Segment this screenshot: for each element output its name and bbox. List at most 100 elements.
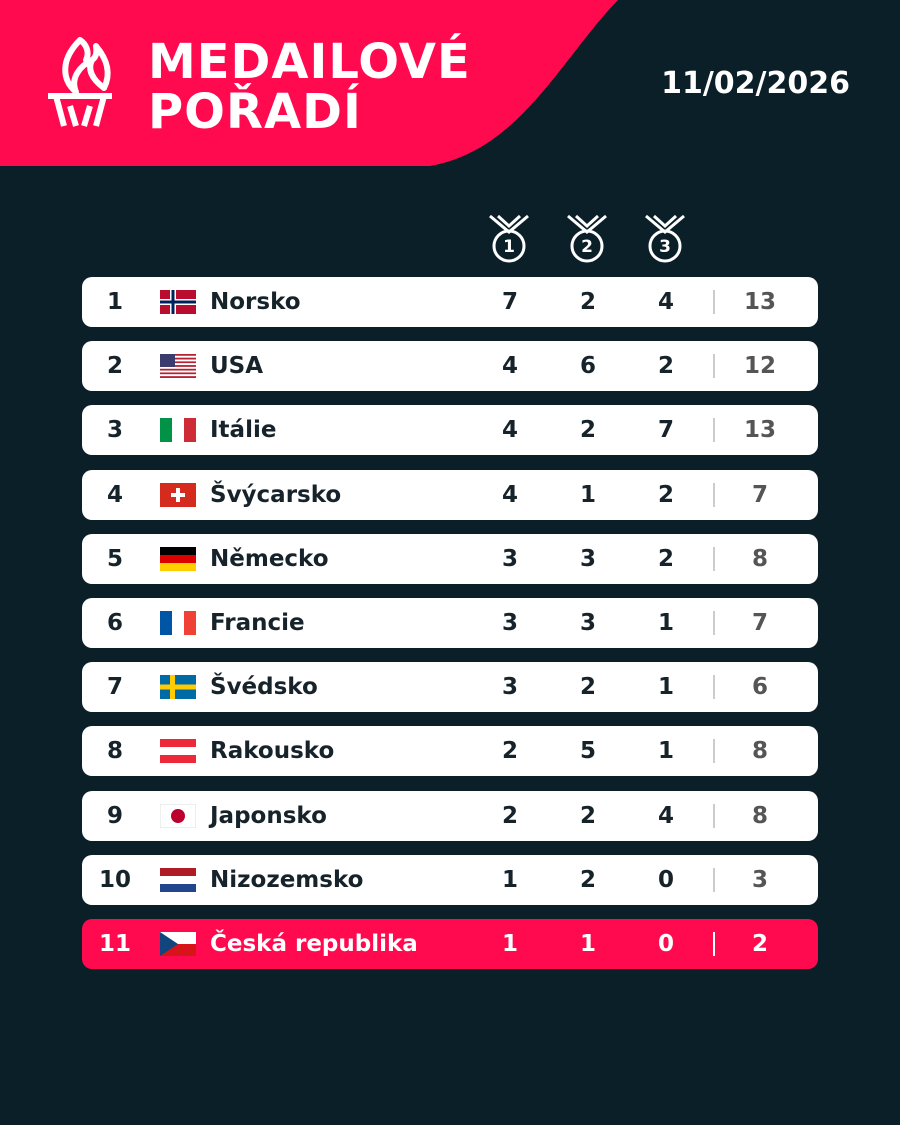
silver: 2 <box>579 866 596 893</box>
divider <box>713 932 715 956</box>
divider <box>713 611 715 635</box>
bronze: 4 <box>657 289 674 315</box>
medal-icons: 1 2 3 <box>489 214 685 263</box>
country: Švédsko <box>210 674 318 701</box>
gold: 4 <box>501 353 518 380</box>
gold: 7 <box>501 289 518 315</box>
total: 8 <box>751 738 768 765</box>
total: 7 <box>751 481 768 508</box>
rank: 8 <box>106 738 123 765</box>
country: Rakousko <box>210 738 335 765</box>
table-row: 11 Česká republika 1 1 0 2 <box>82 919 818 969</box>
country: Česká republika <box>210 931 418 957</box>
table-row: 1 Norsko 7 2 4 13 <box>82 277 818 327</box>
table-row: 3 Itálie 4 2 7 13 <box>82 405 818 456</box>
table-row: 9 Japonsko 2 2 4 8 <box>82 790 818 841</box>
flag <box>160 932 196 956</box>
gold: 1 <box>501 931 518 957</box>
medal-label: 1 <box>503 237 515 257</box>
gold: 2 <box>501 802 518 829</box>
total: 2 <box>751 931 768 957</box>
country: Japonsko <box>210 802 327 829</box>
rank: 10 <box>98 866 131 893</box>
country: Švýcarsko <box>210 481 342 508</box>
divider <box>713 418 715 443</box>
divider <box>713 290 715 314</box>
total: 8 <box>751 545 768 572</box>
total: 13 <box>743 417 776 444</box>
bronze: 0 <box>657 866 674 893</box>
divider <box>713 867 715 892</box>
medal-label: 3 <box>659 237 671 257</box>
divider <box>713 354 715 379</box>
table-row: 6 Francie 3 3 1 7 <box>82 598 818 648</box>
flag <box>160 354 196 379</box>
country: Francie <box>210 610 305 636</box>
table-row: 4 Švýcarsko 4 1 2 7 <box>82 469 818 520</box>
bronze: 1 <box>657 610 674 636</box>
flag <box>160 611 196 635</box>
bronze: 7 <box>657 417 674 444</box>
table-row: 8 Rakousko 2 5 1 8 <box>82 726 818 777</box>
silver: 6 <box>579 353 596 380</box>
divider <box>713 739 715 764</box>
divider <box>713 546 715 571</box>
silver: 2 <box>579 802 596 829</box>
divider <box>713 675 715 700</box>
silver: 2 <box>579 674 596 701</box>
bronze: 4 <box>657 802 674 829</box>
flag <box>160 418 196 443</box>
flag <box>160 290 196 314</box>
rank: 4 <box>106 481 123 508</box>
rank: 5 <box>106 545 123 572</box>
title-line: MEDAILOVÉ <box>148 34 471 90</box>
total: 8 <box>751 802 768 829</box>
divider <box>713 482 715 507</box>
flag <box>160 546 196 571</box>
total: 3 <box>751 866 768 893</box>
bronze: 1 <box>657 738 674 765</box>
rank: 2 <box>106 353 123 380</box>
country: Itálie <box>210 417 277 444</box>
bronze: 2 <box>657 353 674 380</box>
table-row: 2 USA 4 6 2 12 <box>82 341 818 392</box>
divider <box>713 803 715 828</box>
rank: 1 <box>106 289 123 315</box>
country: Norsko <box>210 289 301 315</box>
gold: 1 <box>501 866 518 893</box>
silver: 1 <box>579 931 596 957</box>
bronze: 1 <box>657 674 674 701</box>
rank: 11 <box>98 931 131 957</box>
bronze: 2 <box>657 481 674 508</box>
total: 7 <box>751 610 768 636</box>
silver: 2 <box>579 289 596 315</box>
rank: 9 <box>106 802 123 829</box>
silver: 1 <box>579 481 596 508</box>
date: 11/02/2026 <box>661 66 850 101</box>
flag <box>160 675 196 700</box>
gold: 4 <box>501 417 518 444</box>
silver: 2 <box>579 417 596 444</box>
country: USA <box>210 353 264 380</box>
rank: 7 <box>106 674 123 701</box>
flag <box>160 482 196 507</box>
flag <box>160 867 196 892</box>
total: 13 <box>743 289 776 315</box>
medal-label: 2 <box>581 237 593 257</box>
rank: 6 <box>106 610 123 636</box>
rank: 3 <box>106 417 123 444</box>
table-row: 7 Švédsko 3 2 1 6 <box>82 662 818 713</box>
gold: 3 <box>501 610 518 636</box>
title-line: POŘADÍ <box>148 84 362 140</box>
silver: 3 <box>579 545 596 572</box>
gold: 2 <box>501 738 518 765</box>
total: 6 <box>751 674 768 701</box>
country: Německo <box>210 545 329 572</box>
total: 12 <box>743 353 776 380</box>
header-bg <box>0 0 618 166</box>
silver: 5 <box>579 738 596 765</box>
bronze: 0 <box>657 931 674 957</box>
silver: 3 <box>579 610 596 636</box>
flag <box>160 739 196 764</box>
